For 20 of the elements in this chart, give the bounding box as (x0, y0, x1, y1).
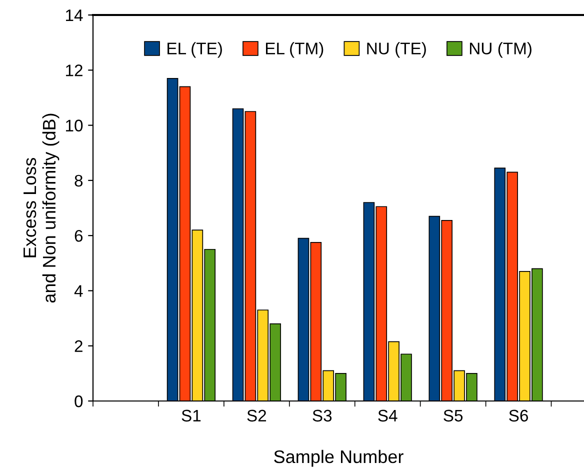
x-tick-label: S4 (378, 410, 398, 422)
y-tick-label: 14 (66, 10, 83, 22)
legend-label: NU (TM) (470, 42, 532, 58)
legend-label: EL (TM) (266, 42, 324, 58)
x-tick-label: S1 (182, 410, 201, 422)
y-tick-label: 0 (74, 395, 83, 408)
y-tick-label: 2 (74, 340, 82, 352)
y-tick-label: 8 (74, 174, 83, 187)
y-tick-label: 10 (66, 120, 83, 132)
x-tick-label: S5 (444, 410, 463, 422)
y-tick-label: 4 (74, 285, 83, 297)
x-axis-title: Sample Number (274, 450, 404, 467)
y-tick-label: 12 (66, 64, 82, 76)
y-axis-title: Excess Loss and Non uniformity (dB) (24, 114, 60, 303)
legend-label: EL (TE) (168, 42, 222, 58)
x-tick-label: S3 (312, 410, 332, 422)
y-tick-label: 6 (74, 230, 83, 242)
x-tick-label: S6 (509, 410, 528, 422)
legend-label: NU (TE) (367, 42, 426, 58)
x-tick-label: S2 (247, 410, 266, 422)
